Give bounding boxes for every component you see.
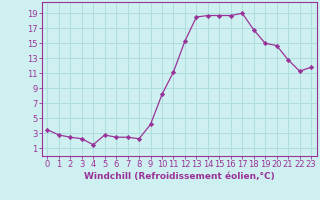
X-axis label: Windchill (Refroidissement éolien,°C): Windchill (Refroidissement éolien,°C) (84, 172, 275, 181)
